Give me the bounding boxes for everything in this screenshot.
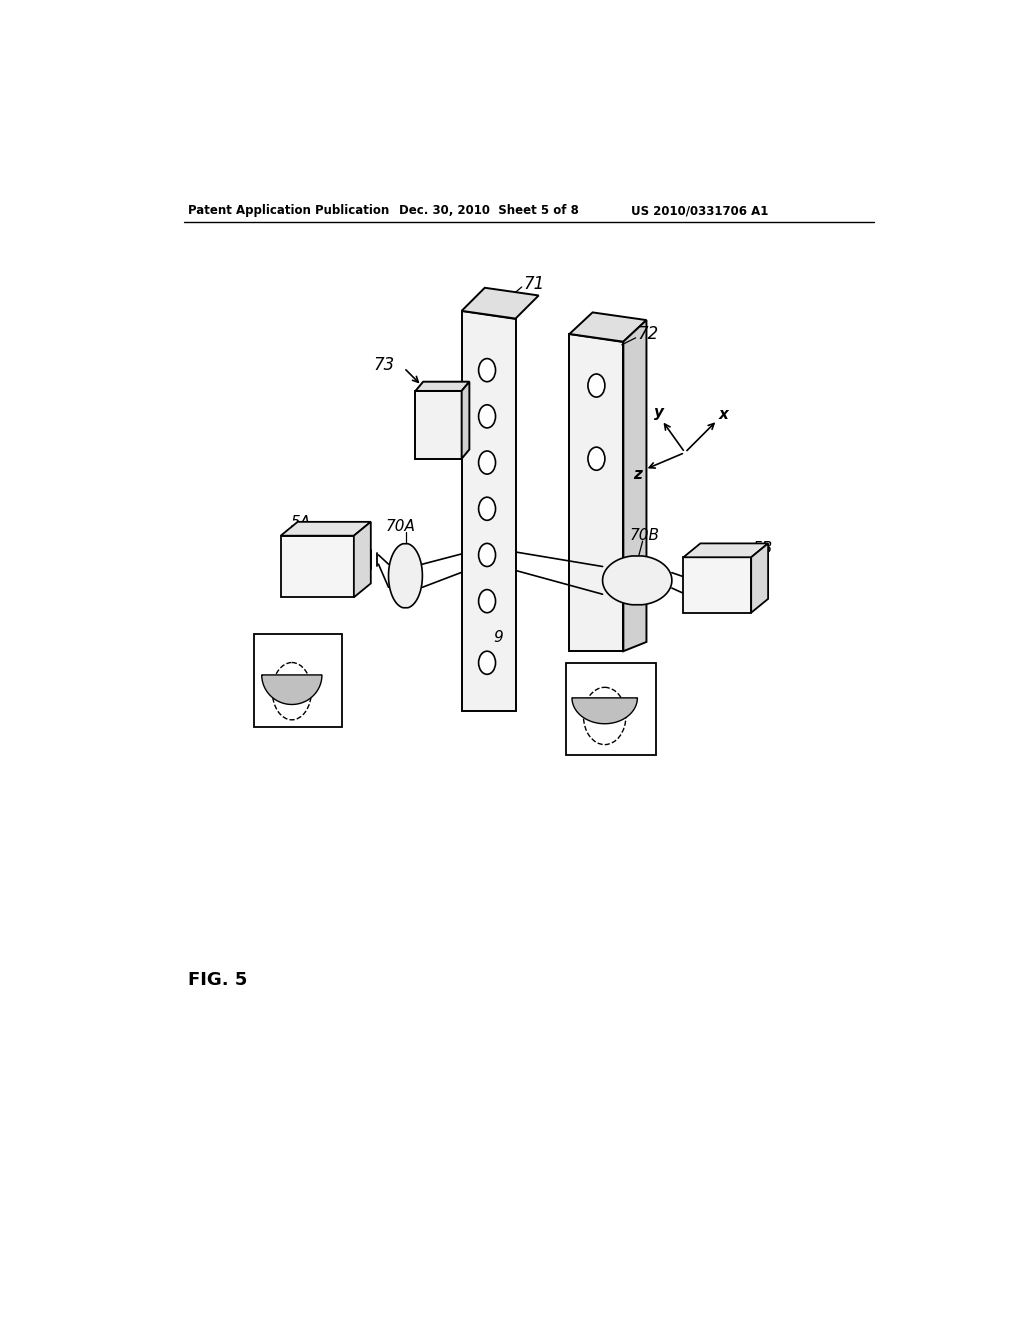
Text: FIG. 5: FIG. 5 xyxy=(188,970,248,989)
Polygon shape xyxy=(416,391,462,459)
Text: 71: 71 xyxy=(523,275,545,293)
Ellipse shape xyxy=(478,544,496,566)
Polygon shape xyxy=(262,675,322,705)
Polygon shape xyxy=(569,313,646,342)
Ellipse shape xyxy=(588,374,605,397)
Text: Dec. 30, 2010  Sheet 5 of 8: Dec. 30, 2010 Sheet 5 of 8 xyxy=(398,205,579,218)
Text: 5A: 5A xyxy=(291,515,311,531)
Polygon shape xyxy=(281,536,354,597)
Text: 5B: 5B xyxy=(753,540,773,556)
Text: 72: 72 xyxy=(637,325,658,343)
Polygon shape xyxy=(281,521,371,536)
Ellipse shape xyxy=(588,447,605,470)
Polygon shape xyxy=(683,544,768,557)
Polygon shape xyxy=(462,288,539,318)
Text: 70B: 70B xyxy=(630,528,659,544)
Ellipse shape xyxy=(478,651,496,675)
Text: 70A: 70A xyxy=(385,519,415,535)
Polygon shape xyxy=(462,381,469,459)
Polygon shape xyxy=(462,312,515,711)
Ellipse shape xyxy=(478,359,496,381)
Polygon shape xyxy=(569,334,624,651)
Polygon shape xyxy=(416,381,469,391)
Polygon shape xyxy=(254,635,342,726)
Text: z: z xyxy=(633,466,642,482)
Text: x: x xyxy=(719,407,728,421)
Polygon shape xyxy=(752,544,768,612)
Ellipse shape xyxy=(478,590,496,612)
Text: y: y xyxy=(653,405,664,420)
Ellipse shape xyxy=(478,451,496,474)
Text: 9: 9 xyxy=(494,630,504,645)
Text: 73: 73 xyxy=(374,356,394,374)
Ellipse shape xyxy=(478,498,496,520)
Text: Patent Application Publication: Patent Application Publication xyxy=(188,205,389,218)
Polygon shape xyxy=(683,557,752,612)
Polygon shape xyxy=(354,521,371,597)
Text: US 2010/0331706 A1: US 2010/0331706 A1 xyxy=(631,205,768,218)
Polygon shape xyxy=(388,544,422,607)
Polygon shape xyxy=(565,663,656,755)
Polygon shape xyxy=(602,556,672,605)
Polygon shape xyxy=(572,698,637,723)
Polygon shape xyxy=(624,321,646,651)
Ellipse shape xyxy=(478,405,496,428)
